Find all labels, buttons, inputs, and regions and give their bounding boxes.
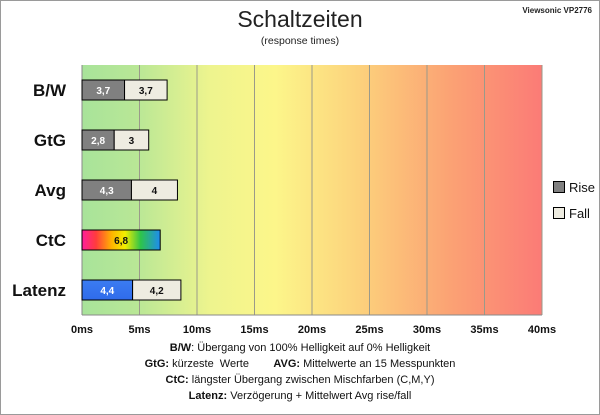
model-label: Viewsonic VP2776 bbox=[522, 6, 592, 15]
legend-fall: Fall bbox=[553, 206, 590, 221]
x-tick-label: 40ms bbox=[528, 324, 556, 336]
note-4-text: Verzögerung + Mittelwert Avg rise/fall bbox=[227, 390, 412, 402]
note-line-4: Latenz: Verzögerung + Mittelwert Avg ris… bbox=[0, 388, 600, 404]
category-label: GtG bbox=[34, 131, 66, 150]
x-tick-label: 5ms bbox=[128, 324, 150, 336]
bar-fall bbox=[113, 129, 150, 151]
data-label-rise: 2,8 bbox=[91, 136, 105, 147]
bars bbox=[81, 79, 182, 301]
chart-title: Schaltzeiten bbox=[237, 6, 363, 32]
note-line-2: GtG: kürzeste Werte AVG: Mittelwerte an … bbox=[0, 356, 600, 372]
x-tick-label: 30ms bbox=[413, 324, 441, 336]
note-3-key: CtC: bbox=[165, 374, 189, 386]
note-1-text: : Übergang von 100% Helligkeit auf 0% He… bbox=[191, 342, 431, 354]
data-label-rise: 4,3 bbox=[100, 186, 114, 197]
data-label-fall: 4 bbox=[152, 186, 158, 197]
legend-fall-swatch bbox=[553, 207, 565, 219]
labels: 0ms 5ms 10ms 15ms 20ms 25ms 30ms 35ms 40ms 3,7 3,7… bbox=[12, 81, 556, 336]
note-line-3: CtC: längster Übergang zwischen Mischfar… bbox=[0, 372, 600, 388]
x-tick-label: 15ms bbox=[240, 324, 268, 336]
note-3-text: längster Übergang zwischen Mischfarben (… bbox=[188, 374, 435, 386]
note-line-1: B/W: Übergang von 100% Helligkeit auf 0%… bbox=[0, 340, 600, 356]
bar-fall bbox=[132, 279, 182, 301]
note-2-key-b: AVG: bbox=[273, 358, 301, 370]
bar-fall bbox=[124, 79, 168, 101]
x-tick-label: 0ms bbox=[71, 324, 93, 336]
x-tick-label: 10ms bbox=[183, 324, 211, 336]
note-2-text: kürzeste Werte bbox=[169, 358, 274, 370]
data-label-rise: 6,8 bbox=[114, 236, 128, 247]
x-tick-label: 25ms bbox=[355, 324, 383, 336]
note-2-text-b: Mittelwerte an 15 Messpunkten bbox=[300, 358, 456, 370]
category-label: B/W bbox=[33, 81, 67, 100]
legend-rise-label: Rise bbox=[569, 180, 596, 195]
note-2-key: GtG: bbox=[144, 358, 170, 370]
legend-fall-label: Fall bbox=[569, 206, 590, 221]
data-label-rise: 3,7 bbox=[96, 86, 110, 97]
category-label: CtC bbox=[36, 231, 66, 250]
notes-block: B/W: Übergang von 100% Helligkeit auf 0%… bbox=[0, 340, 600, 404]
data-label-fall: 3,7 bbox=[139, 86, 153, 97]
category-label: Avg bbox=[35, 181, 67, 200]
bar-fall bbox=[130, 179, 178, 201]
data-label-fall: 3 bbox=[129, 136, 135, 147]
bar-rise bbox=[81, 229, 161, 251]
legend-rise: Rise bbox=[553, 180, 595, 195]
category-label: Latenz bbox=[12, 281, 66, 300]
chart-subtitle: (response times) bbox=[260, 35, 340, 47]
note-4-key: Latenz: bbox=[188, 390, 228, 402]
x-tick-label: 20ms bbox=[298, 324, 326, 336]
legend-rise-swatch bbox=[553, 181, 565, 193]
chart-plot: 0ms 5ms 10ms 15ms 20ms 25ms 30ms 35ms 40ms 3,7 3,7… bbox=[12, 65, 556, 336]
data-label-fall: 4,2 bbox=[150, 286, 164, 297]
note-1-key: B/W bbox=[169, 342, 192, 354]
gridlines bbox=[81, 65, 543, 316]
x-tick-label: 35ms bbox=[470, 324, 498, 336]
data-label-rise: 4,4 bbox=[100, 286, 114, 297]
